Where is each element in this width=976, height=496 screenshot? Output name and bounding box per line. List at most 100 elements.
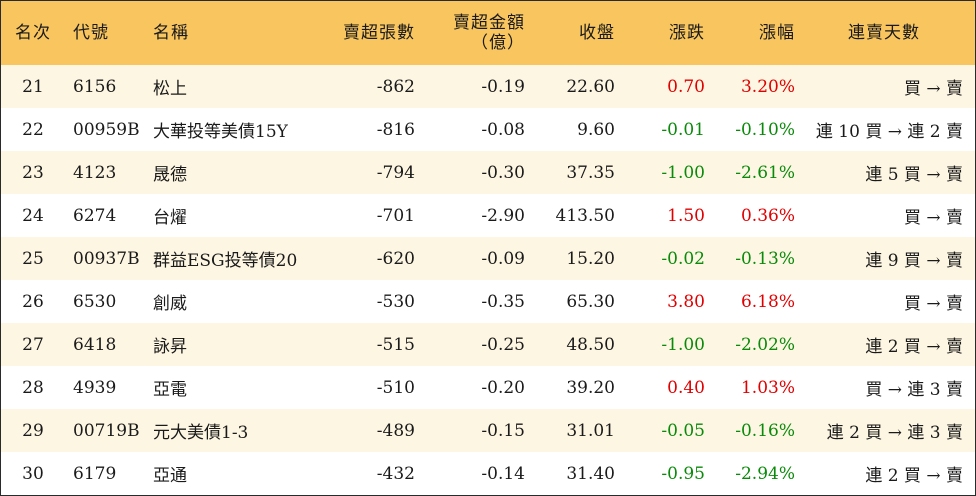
change-pct-cell: -0.13%: [735, 248, 795, 269]
name-cell: 大華投等美債15Y: [153, 122, 288, 142]
change-pct-cell: 1.03%: [740, 377, 795, 398]
change-pct-cell: -2.02%: [735, 334, 795, 355]
change-pct-cell: 3.20%: [740, 76, 795, 97]
net-sell-lots-cell: -432: [376, 463, 415, 484]
close-cell: 413.50: [555, 205, 615, 226]
header-net-sell-amount-line2: （億）: [471, 33, 525, 53]
code-cell: 6418: [73, 334, 117, 355]
table-row: 28 4939 亞電 -510 -0.20 39.20 0.40 1.03% 買 → 連 3 賣: [1, 366, 975, 409]
header-streak: 連賣天數: [848, 23, 920, 43]
rank-cell: 27: [22, 334, 44, 355]
table-row: 29 00719B 元大美債1-3 -489 -0.15 31.01 -0.05 -0.16%…: [1, 409, 975, 452]
name-cell: 台燿: [153, 208, 187, 228]
net-sell-lots-cell: -515: [376, 334, 415, 355]
change-pct-cell: 6.18%: [740, 291, 795, 312]
change-pct-cell: -0.10%: [735, 119, 795, 140]
change-pct-cell: -0.16%: [735, 420, 795, 441]
net-sell-amount-cell: -0.08: [481, 119, 525, 140]
streak-cell: 連 9 買 → 賣: [865, 251, 963, 271]
header-change: 漲跌: [669, 23, 705, 43]
rank-cell: 25: [22, 248, 44, 269]
header-rank: 名次: [15, 23, 51, 43]
header-row: 名次 代號 名稱 賣超張數 賣超金額 （億） 收盤 漲跌 漲幅 連賣天數: [1, 1, 975, 65]
net-sell-amount-cell: -0.09: [481, 248, 525, 269]
header-net-sell-amount-line1: 賣超金額: [453, 13, 525, 33]
net-sell-lots-cell: -489: [376, 420, 415, 441]
change-cell: -1.00: [661, 162, 705, 183]
rank-cell: 24: [22, 205, 44, 226]
code-cell: 00719B: [73, 420, 140, 441]
header-change-pct: 漲幅: [759, 23, 795, 43]
table-row: 25 00937B 群益ESG投等債20 -620 -0.09 15.20 -0.02 -0.…: [1, 237, 975, 280]
change-pct-cell: -2.61%: [735, 162, 795, 183]
code-cell: 00937B: [73, 248, 140, 269]
name-cell: 亞電: [153, 380, 187, 400]
header-net-sell-lots: 賣超張數: [343, 23, 415, 43]
net-sell-lots-cell: -701: [376, 205, 415, 226]
net-sell-lots-cell: -510: [376, 377, 415, 398]
change-cell: 0.40: [667, 377, 705, 398]
net-sell-amount-cell: -2.90: [481, 205, 525, 226]
net-sell-amount-cell: -0.14: [481, 463, 525, 484]
close-cell: 15.20: [566, 248, 615, 269]
net-sell-amount-cell: -0.25: [481, 334, 525, 355]
net-sell-amount-cell: -0.20: [481, 377, 525, 398]
change-cell: -1.00: [661, 334, 705, 355]
code-cell: 6179: [73, 463, 117, 484]
close-cell: 31.40: [566, 463, 615, 484]
streak-cell: 連 2 買 → 連 3 賣: [826, 423, 963, 443]
rank-cell: 28: [22, 377, 44, 398]
change-cell: 0.70: [667, 76, 705, 97]
name-cell: 創威: [153, 294, 187, 314]
streak-cell: 買 → 賣: [903, 79, 963, 99]
rank-cell: 26: [22, 291, 44, 312]
close-cell: 31.01: [566, 420, 615, 441]
table-row: 24 6274 台燿 -701 -2.90 413.50 1.50 0.36% 買 → 賣: [1, 194, 975, 237]
header-name: 名稱: [153, 23, 189, 43]
name-cell: 松上: [153, 79, 187, 99]
close-cell: 39.20: [566, 377, 615, 398]
net-sell-amount-cell: -0.19: [481, 76, 525, 97]
rank-cell: 22: [22, 119, 44, 140]
name-cell: 詠昇: [153, 337, 187, 357]
rank-cell: 30: [22, 463, 44, 484]
net-sell-amount-cell: -0.30: [481, 162, 525, 183]
net-sell-lots-cell: -816: [376, 119, 415, 140]
change-cell: -0.02: [661, 248, 705, 269]
change-pct-cell: 0.36%: [740, 205, 795, 226]
code-cell: 4123: [73, 162, 117, 183]
table-row: 21 6156 松上 -862 -0.19 22.60 0.70 3.20% 買 → 賣: [1, 65, 975, 108]
code-cell: 6530: [73, 291, 117, 312]
net-sell-lots-cell: -530: [376, 291, 415, 312]
change-cell: -0.01: [661, 119, 705, 140]
streak-cell: 連 5 買 → 賣: [865, 165, 963, 185]
net-sell-amount-cell: -0.15: [481, 420, 525, 441]
name-cell: 元大美債1-3: [153, 423, 249, 443]
streak-cell: 連 2 買 → 賣: [865, 337, 963, 357]
streak-cell: 連 2 買 → 賣: [865, 466, 963, 486]
net-sell-lots-cell: -862: [376, 76, 415, 97]
change-pct-cell: -2.94%: [735, 463, 795, 484]
streak-cell: 買 → 連 3 賣: [865, 380, 963, 400]
change-cell: -0.05: [661, 420, 705, 441]
change-cell: -0.95: [661, 463, 705, 484]
rank-cell: 29: [22, 420, 44, 441]
table-row: 26 6530 創威 -530 -0.35 65.30 3.80 6.18% 買 → 賣: [1, 280, 975, 323]
close-cell: 48.50: [566, 334, 615, 355]
header-code: 代號: [73, 23, 109, 43]
table-row: 23 4123 晟德 -794 -0.30 37.35 -1.00 -2.61% 連 5 買 →…: [1, 151, 975, 194]
rank-cell: 21: [22, 76, 44, 97]
change-cell: 3.80: [667, 291, 705, 312]
header-close: 收盤: [579, 23, 615, 43]
change-cell: 1.50: [667, 205, 705, 226]
code-cell: 6274: [73, 205, 117, 226]
name-cell: 群益ESG投等債20: [153, 251, 298, 271]
net-sell-amount-cell: -0.35: [481, 291, 525, 312]
header-net-sell-amount: 賣超金額 （億）: [425, 1, 535, 65]
close-cell: 37.35: [566, 162, 615, 183]
table-row: 30 6179 亞通 -432 -0.14 31.40 -0.95 -2.94% 連 2 買 →…: [1, 452, 975, 495]
table-row: 27 6418 詠昇 -515 -0.25 48.50 -1.00 -2.02% 連 2 買 →…: [1, 323, 975, 366]
name-cell: 晟德: [153, 165, 187, 185]
